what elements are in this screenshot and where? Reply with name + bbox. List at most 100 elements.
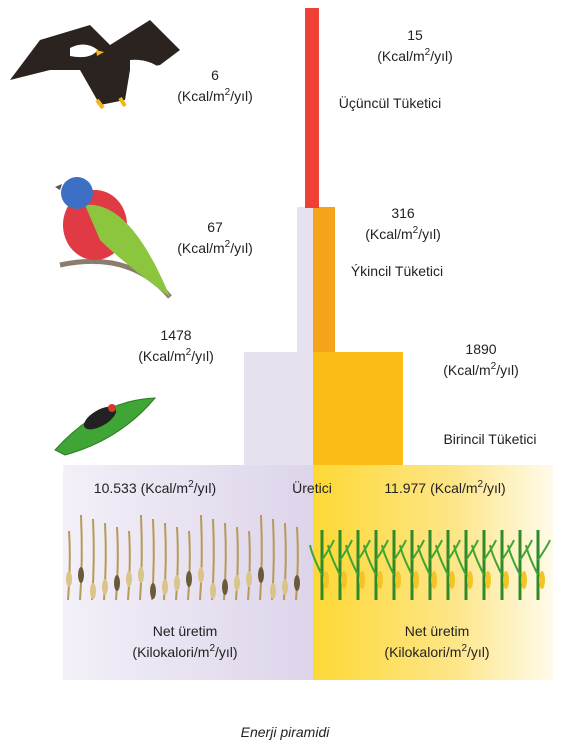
- corn-cob: [431, 571, 437, 589]
- corn-cob: [359, 571, 365, 589]
- unit-suffix: /yıl): [215, 644, 238, 660]
- wheat-head: [90, 583, 96, 599]
- unit-prefix: (Kcal/m: [365, 226, 412, 242]
- net-label: Net üretim: [405, 623, 470, 639]
- wheat: [199, 514, 203, 601]
- bird-icon: [55, 177, 172, 299]
- crops: [66, 514, 551, 601]
- value: 11.977: [384, 480, 426, 496]
- unit: (Kilokalori/m2/yıl): [132, 643, 237, 660]
- unit: (Kcal/m2/yıl): [177, 239, 253, 256]
- primary-left: [244, 352, 313, 465]
- level-label: Üretici: [292, 479, 332, 496]
- wheat: [295, 526, 299, 601]
- corn-leaf: [507, 539, 533, 576]
- corn-leaf: [327, 539, 353, 576]
- unit-suffix: /yıl): [496, 362, 519, 378]
- unit-prefix: (Kcal/m: [177, 240, 224, 256]
- beetle-icon: [54, 397, 157, 456]
- unit-exponent: 2: [491, 361, 497, 372]
- corn-leaf: [363, 539, 389, 576]
- level-label: Üçüncül Tüketici: [339, 94, 441, 111]
- unit-suffix: /yıl): [191, 348, 214, 364]
- corn-leaf: [399, 539, 425, 576]
- net-label: Net üretim: [153, 623, 218, 639]
- labels: 15(Kcal/m2/yıl)Üçüncül Tüketici6(Kcal/m2…: [94, 27, 537, 740]
- wheat-head: [234, 575, 240, 591]
- corn-leaf: [417, 539, 443, 576]
- value: 67: [207, 219, 223, 235]
- wheat-head: [114, 575, 120, 591]
- unit: 10.533 (Kcal/m2/yıl): [94, 479, 216, 496]
- unit-prefix: (Kcal/m: [377, 48, 424, 64]
- wheat: [127, 530, 131, 601]
- eagle-icon: [10, 20, 180, 110]
- wheat-head: [258, 567, 264, 583]
- wheat: [187, 530, 191, 601]
- secondary-left: [297, 207, 313, 352]
- wheat-head: [294, 575, 300, 591]
- wheat: [139, 514, 143, 601]
- wheat-head: [186, 571, 192, 587]
- secondary-right: [313, 207, 335, 352]
- value: 1478: [160, 327, 191, 343]
- wheat-head: [270, 583, 276, 599]
- wheat-head: [102, 579, 108, 595]
- corn-cob: [485, 571, 491, 589]
- wheat: [175, 526, 179, 601]
- wheat-head: [210, 583, 216, 599]
- wheat: [235, 526, 239, 601]
- unit-suffix: /yıl): [467, 644, 490, 660]
- unit-suffix: /yıl): [418, 226, 441, 242]
- corn-cob: [467, 571, 473, 589]
- level-label: Birincil Tüketici: [443, 431, 536, 447]
- primary-right: [313, 352, 403, 465]
- unit-exponent: 2: [425, 47, 431, 58]
- corn-cob: [539, 571, 545, 589]
- corn-cob: [377, 571, 383, 589]
- unit: (Kilokalori/m2/yıl): [384, 643, 489, 660]
- unit-exponent: 2: [413, 225, 419, 236]
- unit-exponent: 2: [209, 643, 215, 654]
- corn-cob: [449, 571, 455, 589]
- wheat-head: [174, 575, 180, 591]
- corn-leaf: [471, 539, 497, 576]
- wheat-head: [66, 571, 72, 587]
- value: 1890: [465, 341, 496, 357]
- unit-suffix: /yıl): [230, 240, 253, 256]
- wheat: [79, 514, 83, 601]
- corn-leaf: [489, 539, 515, 576]
- wheat-head: [198, 567, 204, 583]
- corn-cob: [503, 571, 509, 589]
- wheat-head: [126, 571, 132, 587]
- value: 10.533: [94, 480, 137, 496]
- unit-exponent: 2: [461, 643, 467, 654]
- corn-leaf: [525, 539, 551, 576]
- corn-leaf: [345, 539, 371, 576]
- unit-suffix: /yıl): [230, 88, 253, 104]
- value: 15: [407, 27, 423, 43]
- corn-leaf: [309, 539, 335, 576]
- unit-exponent: 2: [186, 347, 192, 358]
- unit-exponent: 2: [225, 239, 231, 250]
- unit: (Kcal/m2/yıl): [377, 47, 453, 64]
- unit-prefix: (Kcal/m: [430, 480, 477, 496]
- corn-cob: [395, 571, 401, 589]
- wheat-head: [246, 571, 252, 587]
- unit-prefix: (Kcal/m: [443, 362, 490, 378]
- corn-cob: [413, 571, 419, 589]
- unit-prefix: (Kilokalori/m: [132, 644, 209, 660]
- wheat-head: [282, 579, 288, 595]
- unit: (Kcal/m2/yıl): [177, 87, 253, 104]
- caption: Enerji piramidi: [241, 724, 331, 740]
- unit-suffix: /yıl): [194, 480, 217, 496]
- wheat-head: [222, 579, 228, 595]
- wheat: [67, 530, 71, 601]
- unit-prefix: (Kcal/m: [138, 348, 185, 364]
- wheat-head: [138, 567, 144, 583]
- corn-cob: [341, 571, 347, 589]
- value: 6: [211, 67, 219, 83]
- unit-exponent: 2: [188, 479, 194, 490]
- corn-leaf: [453, 539, 479, 576]
